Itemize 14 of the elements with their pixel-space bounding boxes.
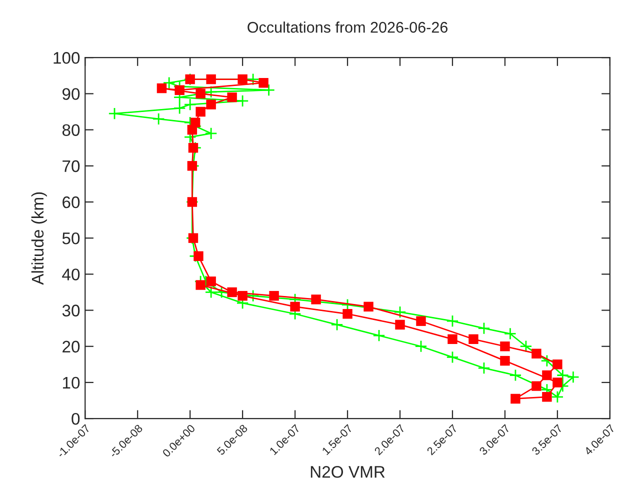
y-tick-label: 90 [62, 88, 80, 100]
y-axis-title: Altitude (km) [31, 192, 47, 285]
chart-title: Occultations from 2026-06-26 [248, 22, 448, 33]
y-tick-label: 10 [62, 376, 80, 389]
y-tick-label: 30 [62, 304, 80, 316]
y-tick-label: 50 [62, 232, 80, 244]
x-axis-title: N2O VMR [310, 466, 385, 478]
y-tick-label: 70 [62, 160, 80, 172]
y-tick-label: 20 [62, 340, 80, 353]
y-tick-label: 60 [62, 196, 80, 208]
y-tick-label: 100 [54, 52, 80, 64]
y-tick-label: 40 [62, 268, 80, 280]
y-tick-label: 80 [62, 124, 80, 136]
y-tick-label: 0 [72, 412, 80, 425]
